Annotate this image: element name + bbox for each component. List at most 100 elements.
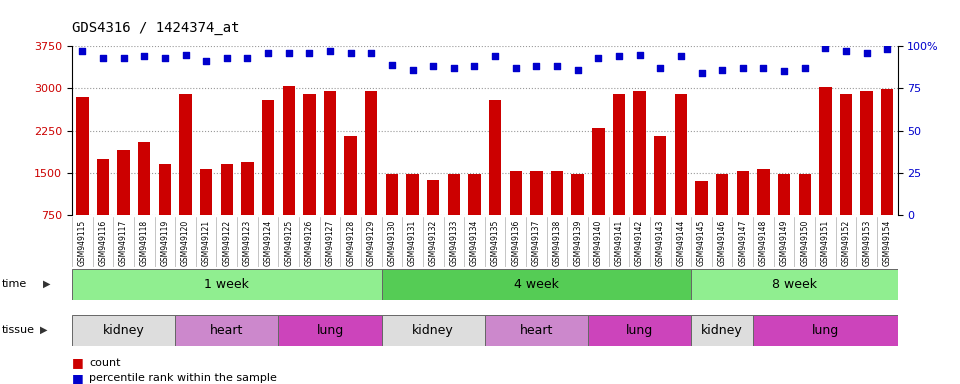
- Text: GSM949120: GSM949120: [181, 220, 190, 266]
- Bar: [303, 94, 316, 215]
- Point: [488, 53, 503, 59]
- Text: lung: lung: [317, 324, 344, 337]
- Text: GSM949138: GSM949138: [553, 220, 562, 266]
- Bar: [592, 128, 605, 215]
- Bar: [778, 174, 790, 215]
- Point: [199, 58, 214, 65]
- Bar: [365, 91, 377, 215]
- Text: GSM949131: GSM949131: [408, 220, 417, 266]
- Bar: [382, 269, 691, 300]
- Bar: [510, 171, 522, 215]
- Text: count: count: [89, 358, 121, 368]
- Text: GSM949119: GSM949119: [160, 220, 169, 266]
- Text: GSM949116: GSM949116: [99, 220, 108, 266]
- Point: [777, 68, 792, 74]
- Bar: [716, 174, 729, 215]
- Text: GSM949140: GSM949140: [594, 220, 603, 266]
- Point: [590, 55, 606, 61]
- Bar: [799, 174, 811, 215]
- Text: GSM949142: GSM949142: [636, 220, 644, 266]
- Bar: [76, 97, 88, 215]
- Point: [859, 50, 875, 56]
- Bar: [241, 162, 253, 215]
- Bar: [530, 170, 542, 215]
- Bar: [158, 164, 171, 215]
- Bar: [386, 174, 398, 215]
- Bar: [675, 94, 687, 215]
- Text: GSM949151: GSM949151: [821, 220, 829, 266]
- Bar: [117, 150, 130, 215]
- Text: ▶: ▶: [40, 325, 48, 335]
- Bar: [571, 174, 584, 215]
- Text: lung: lung: [626, 324, 653, 337]
- Text: ■: ■: [72, 372, 84, 384]
- Text: GSM949135: GSM949135: [491, 220, 499, 266]
- Point: [281, 50, 297, 56]
- Text: GSM949118: GSM949118: [140, 220, 149, 266]
- Bar: [345, 136, 357, 215]
- Text: time: time: [2, 279, 27, 289]
- Bar: [691, 269, 898, 300]
- Text: GDS4316 / 1424374_at: GDS4316 / 1424374_at: [72, 21, 239, 35]
- Text: GSM949145: GSM949145: [697, 220, 706, 266]
- Text: GSM949123: GSM949123: [243, 220, 252, 266]
- Bar: [427, 180, 440, 215]
- Bar: [551, 170, 564, 215]
- Bar: [200, 169, 212, 215]
- Text: ■: ■: [72, 356, 84, 369]
- Bar: [282, 86, 295, 215]
- Text: GSM949122: GSM949122: [223, 220, 231, 266]
- Text: GSM949144: GSM949144: [677, 220, 685, 266]
- Bar: [180, 94, 192, 215]
- Bar: [736, 170, 749, 215]
- Point: [364, 50, 379, 56]
- Point: [323, 48, 338, 54]
- Point: [632, 51, 647, 58]
- Text: kidney: kidney: [702, 324, 743, 337]
- Text: percentile rank within the sample: percentile rank within the sample: [89, 373, 277, 383]
- Point: [529, 63, 544, 70]
- Bar: [97, 159, 109, 215]
- Text: GSM949125: GSM949125: [284, 220, 293, 266]
- Point: [694, 70, 709, 76]
- Text: GSM949117: GSM949117: [119, 220, 128, 266]
- Text: 8 week: 8 week: [772, 278, 817, 291]
- Point: [95, 55, 110, 61]
- Point: [240, 55, 255, 61]
- Point: [384, 61, 399, 68]
- Text: GSM949132: GSM949132: [429, 220, 438, 266]
- Bar: [757, 169, 770, 215]
- Point: [260, 50, 276, 56]
- Point: [301, 50, 317, 56]
- Text: 1 week: 1 week: [204, 278, 250, 291]
- Text: GSM949130: GSM949130: [388, 220, 396, 266]
- Point: [756, 65, 771, 71]
- Point: [570, 67, 586, 73]
- Point: [612, 53, 627, 59]
- Point: [157, 55, 173, 61]
- Point: [405, 67, 420, 73]
- Point: [219, 55, 234, 61]
- Text: GSM949133: GSM949133: [449, 220, 458, 266]
- Bar: [72, 315, 175, 346]
- Point: [75, 48, 90, 54]
- Point: [735, 65, 751, 71]
- Bar: [489, 99, 501, 215]
- Text: GSM949128: GSM949128: [347, 220, 355, 266]
- Bar: [840, 94, 852, 215]
- Text: GSM949136: GSM949136: [512, 220, 520, 266]
- Point: [136, 53, 152, 59]
- Text: GSM949154: GSM949154: [883, 220, 892, 266]
- Point: [653, 65, 668, 71]
- Bar: [262, 99, 275, 215]
- Bar: [634, 91, 646, 215]
- Text: GSM949126: GSM949126: [305, 220, 314, 266]
- Bar: [382, 315, 485, 346]
- Bar: [860, 91, 873, 215]
- Point: [178, 51, 193, 58]
- Bar: [695, 181, 708, 215]
- Point: [838, 48, 853, 54]
- Text: GSM949143: GSM949143: [656, 220, 664, 266]
- Point: [508, 65, 523, 71]
- Text: heart: heart: [210, 324, 244, 337]
